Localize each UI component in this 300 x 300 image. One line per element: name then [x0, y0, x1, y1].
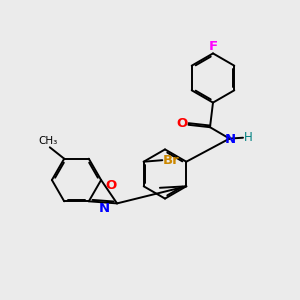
Text: N: N	[99, 202, 110, 215]
Text: N: N	[224, 133, 236, 146]
Text: CH₃: CH₃	[39, 136, 58, 146]
Text: H: H	[244, 131, 253, 144]
Text: O: O	[105, 178, 116, 192]
Text: O: O	[177, 117, 188, 130]
Text: F: F	[208, 40, 217, 53]
Text: Br: Br	[162, 154, 179, 167]
